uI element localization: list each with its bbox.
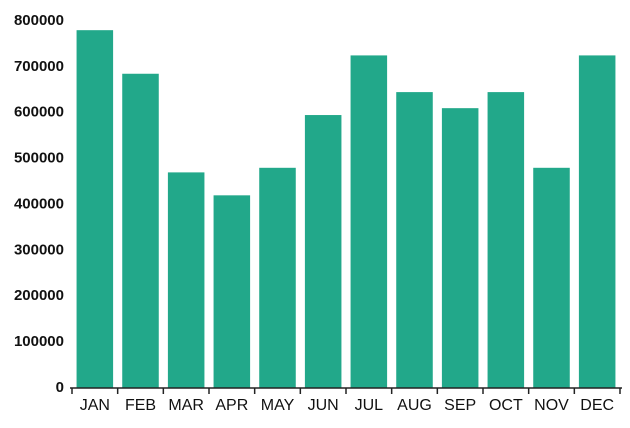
- y-tick-label: 0: [56, 379, 64, 396]
- x-tick-label: AUG: [397, 397, 432, 414]
- x-tick-label: NOV: [534, 397, 569, 414]
- bar: [304, 115, 342, 388]
- y-tick-label: 500000: [14, 150, 64, 167]
- x-tick-label: JAN: [80, 397, 110, 414]
- x-tick-label: JUN: [308, 397, 339, 414]
- bar: [441, 108, 479, 388]
- x-tick-label: MAY: [261, 397, 295, 414]
- x-tick-label: FEB: [125, 397, 156, 414]
- x-tick-label: DEC: [580, 397, 614, 414]
- bar: [167, 172, 205, 388]
- x-tick-label: OCT: [489, 397, 523, 414]
- bar: [487, 92, 525, 388]
- bar: [396, 92, 433, 388]
- bar: [76, 30, 114, 389]
- x-tick-label: SEP: [444, 397, 476, 414]
- bar: [350, 55, 388, 388]
- y-tick-label: 700000: [14, 58, 64, 75]
- x-tick-label: JUL: [355, 397, 384, 414]
- bar: [259, 167, 296, 388]
- y-tick-label: 100000: [14, 333, 64, 350]
- x-tick-label: APR: [215, 397, 248, 414]
- y-tick-label: 800000: [14, 12, 64, 29]
- bar: [533, 167, 570, 388]
- y-tick-label: 200000: [14, 287, 64, 304]
- y-tick-label: 300000: [14, 241, 64, 258]
- bar: [122, 73, 159, 388]
- y-tick-label: 600000: [14, 104, 64, 121]
- bar: [213, 195, 251, 388]
- bar: [578, 55, 616, 388]
- y-tick-label: 400000: [14, 195, 64, 212]
- x-tick-label: MAR: [168, 397, 204, 414]
